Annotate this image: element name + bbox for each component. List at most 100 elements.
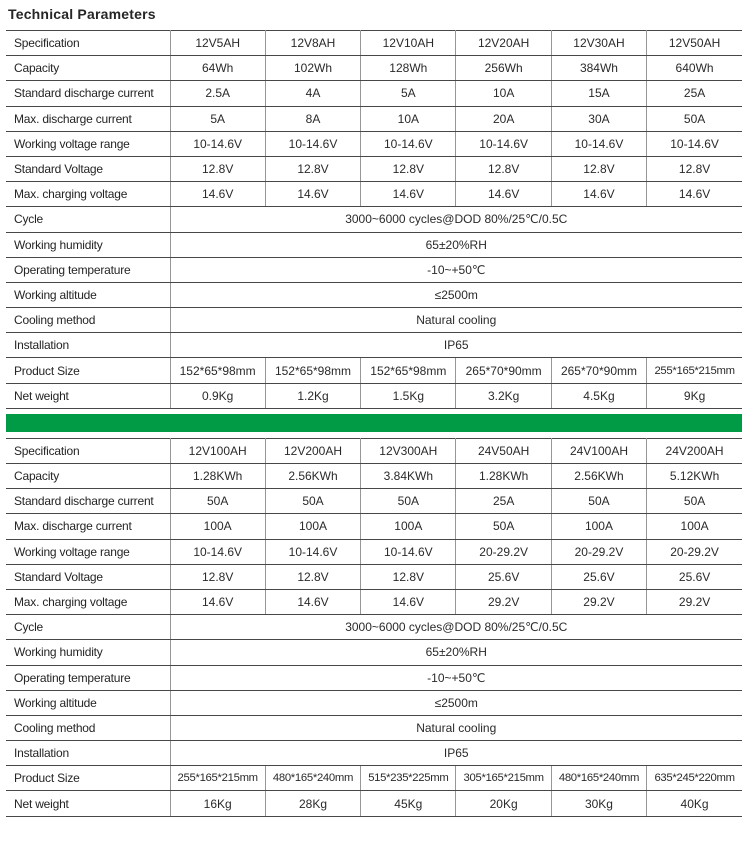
value-cell: 25.6V	[550, 563, 648, 590]
merged-value-cell: 65±20%RH	[169, 639, 742, 666]
value-cell: 2.56KWh	[264, 462, 362, 490]
value-cell: 640Wh	[646, 55, 742, 82]
value-cell: 12V20AH	[455, 29, 552, 57]
spec-label-cell: Cycle	[6, 614, 171, 641]
value-cell: 12V300AH	[360, 437, 457, 465]
value-cell: 3.84KWh	[360, 462, 457, 490]
value-cell: 14.6V	[360, 181, 457, 208]
table-row: Cycle 3000~6000 cycles@DOD 80%/25℃/0.5C	[6, 614, 742, 641]
value-cell: 100A	[169, 513, 266, 540]
spec-label-cell: Max. charging voltage	[6, 588, 171, 616]
value-cell: 29.2V	[550, 588, 648, 616]
spec-label-cell: Installation	[6, 740, 171, 767]
value-cell: 20Kg	[455, 790, 552, 817]
table-row: Product Size 152*65*98mm 152*65*98mm 152*65…	[6, 357, 742, 384]
value-cell: 152*65*98mm	[264, 357, 362, 384]
value-cell: 256Wh	[455, 55, 552, 82]
value-cell: 5A	[169, 105, 266, 132]
value-cell: 14.6V	[550, 181, 648, 208]
value-cell: 20-29.2V	[646, 538, 742, 565]
value-cell: 384Wh	[550, 55, 648, 82]
value-cell: 20A	[455, 105, 552, 132]
value-cell: 102Wh	[264, 55, 362, 82]
value-cell: 8A	[264, 105, 362, 132]
value-cell: 50A	[646, 105, 742, 132]
spec-label-cell: Standard Voltage	[6, 563, 171, 590]
spec-label-cell: Standard discharge current	[6, 80, 171, 107]
spec-table-upper: Specification 12V5AH 12V8AH 12V10AH 12V20AH 1…	[6, 29, 742, 409]
spec-label-cell: Installation	[6, 332, 171, 359]
value-cell: 12.8V	[264, 563, 362, 590]
spec-label-cell: Working altitude	[6, 689, 171, 716]
value-cell: 635*245*220mm	[646, 765, 742, 792]
value-cell: 28Kg	[264, 790, 362, 817]
value-cell: 9Kg	[646, 382, 742, 409]
value-cell: 10-14.6V	[264, 538, 362, 565]
table-row: Max. charging voltage 14.6V 14.6V 14.6V 29.2…	[6, 588, 742, 616]
table-row: Max. discharge current 100A 100A 100A 50A 100…	[6, 513, 742, 540]
value-cell: 1.2Kg	[264, 382, 362, 409]
spec-table-lower: Specification 12V100AH 12V200AH 12V300AH 24V…	[6, 437, 742, 817]
value-cell: 12.8V	[646, 155, 742, 183]
green-section-divider	[6, 413, 742, 432]
value-cell: 12.8V	[360, 563, 457, 590]
value-cell: 16Kg	[169, 790, 266, 817]
value-cell: 1.5Kg	[360, 382, 457, 409]
merged-value-cell: 65±20%RH	[169, 231, 742, 258]
value-cell: 152*65*98mm	[169, 357, 266, 384]
value-cell: 50A	[169, 488, 266, 515]
value-cell: 2.5A	[169, 80, 266, 107]
value-cell: 10A	[360, 105, 457, 132]
value-cell: 1.28KWh	[455, 462, 552, 490]
spec-label-cell: Max. discharge current	[6, 513, 171, 540]
spec-label-cell: Operating temperature	[6, 664, 171, 691]
value-cell: 20-29.2V	[550, 538, 648, 565]
table-row: Operating temperature -10~+50℃	[6, 664, 742, 691]
spec-label-cell: Working altitude	[6, 281, 171, 309]
spec-label-cell: Net weight	[6, 382, 171, 409]
value-cell: 14.6V	[169, 181, 266, 208]
merged-value-cell: IP65	[169, 332, 742, 359]
value-cell: 100A	[646, 513, 742, 540]
value-cell: 128Wh	[360, 55, 457, 82]
value-cell: 40Kg	[646, 790, 742, 817]
table-row: Cycle 3000~6000 cycles@DOD 80%/25℃/0.5C	[6, 206, 742, 233]
value-cell: 12V5AH	[169, 29, 266, 57]
value-cell: 12V10AH	[360, 29, 457, 57]
table-row: Operating temperature -10~+50℃	[6, 256, 742, 283]
spec-label-cell: Working voltage range	[6, 538, 171, 565]
table-row: Working altitude ≤2500m	[6, 281, 742, 309]
table-row: Capacity 64Wh 102Wh 128Wh 256Wh 384Wh 640Wh	[6, 55, 742, 82]
spec-label-cell: Capacity	[6, 462, 171, 490]
value-cell: 4.5Kg	[550, 382, 648, 409]
table-row: Cooling method Natural cooling	[6, 307, 742, 334]
merged-value-cell: ≤2500m	[169, 689, 742, 716]
value-cell: 12.8V	[360, 155, 457, 183]
table-row: Standard discharge current 2.5A 4A 5A 10A 15A…	[6, 80, 742, 107]
table-row: Net weight 16Kg 28Kg 45Kg 20Kg 30Kg 40Kg	[6, 790, 742, 817]
value-cell: 12.8V	[169, 563, 266, 590]
value-cell: 25.6V	[455, 563, 552, 590]
value-cell: 64Wh	[169, 55, 266, 82]
merged-value-cell: Natural cooling	[169, 307, 742, 334]
spec-label-cell: Max. charging voltage	[6, 181, 171, 208]
value-cell: 29.2V	[646, 588, 742, 616]
merged-value-cell: 3000~6000 cycles@DOD 80%/25℃/0.5C	[169, 614, 742, 641]
value-cell: 305*165*215mm	[455, 765, 552, 792]
value-cell: 12V8AH	[264, 29, 362, 57]
value-cell: 10A	[455, 80, 552, 107]
spec-label-cell: Cooling method	[6, 714, 171, 742]
value-cell: 5A	[360, 80, 457, 107]
page-title: Technical Parameters	[8, 6, 156, 22]
value-cell: 10-14.6V	[169, 538, 266, 565]
table-row: Specification 12V5AH 12V8AH 12V10AH 12V20AH 1…	[6, 29, 742, 57]
value-cell: 24V200AH	[646, 437, 742, 465]
table-row: Working voltage range 10-14.6V 10-14.6V 10-…	[6, 538, 742, 565]
value-cell: 10-14.6V	[550, 130, 648, 157]
value-cell: 10-14.6V	[169, 130, 266, 157]
value-cell: 4A	[264, 80, 362, 107]
value-cell: 14.6V	[360, 588, 457, 616]
table-row: Capacity 1.28KWh 2.56KWh 3.84KWh 1.28KWh 2.56…	[6, 462, 742, 490]
value-cell: 12V50AH	[646, 29, 742, 57]
value-cell: 24V100AH	[550, 437, 648, 465]
